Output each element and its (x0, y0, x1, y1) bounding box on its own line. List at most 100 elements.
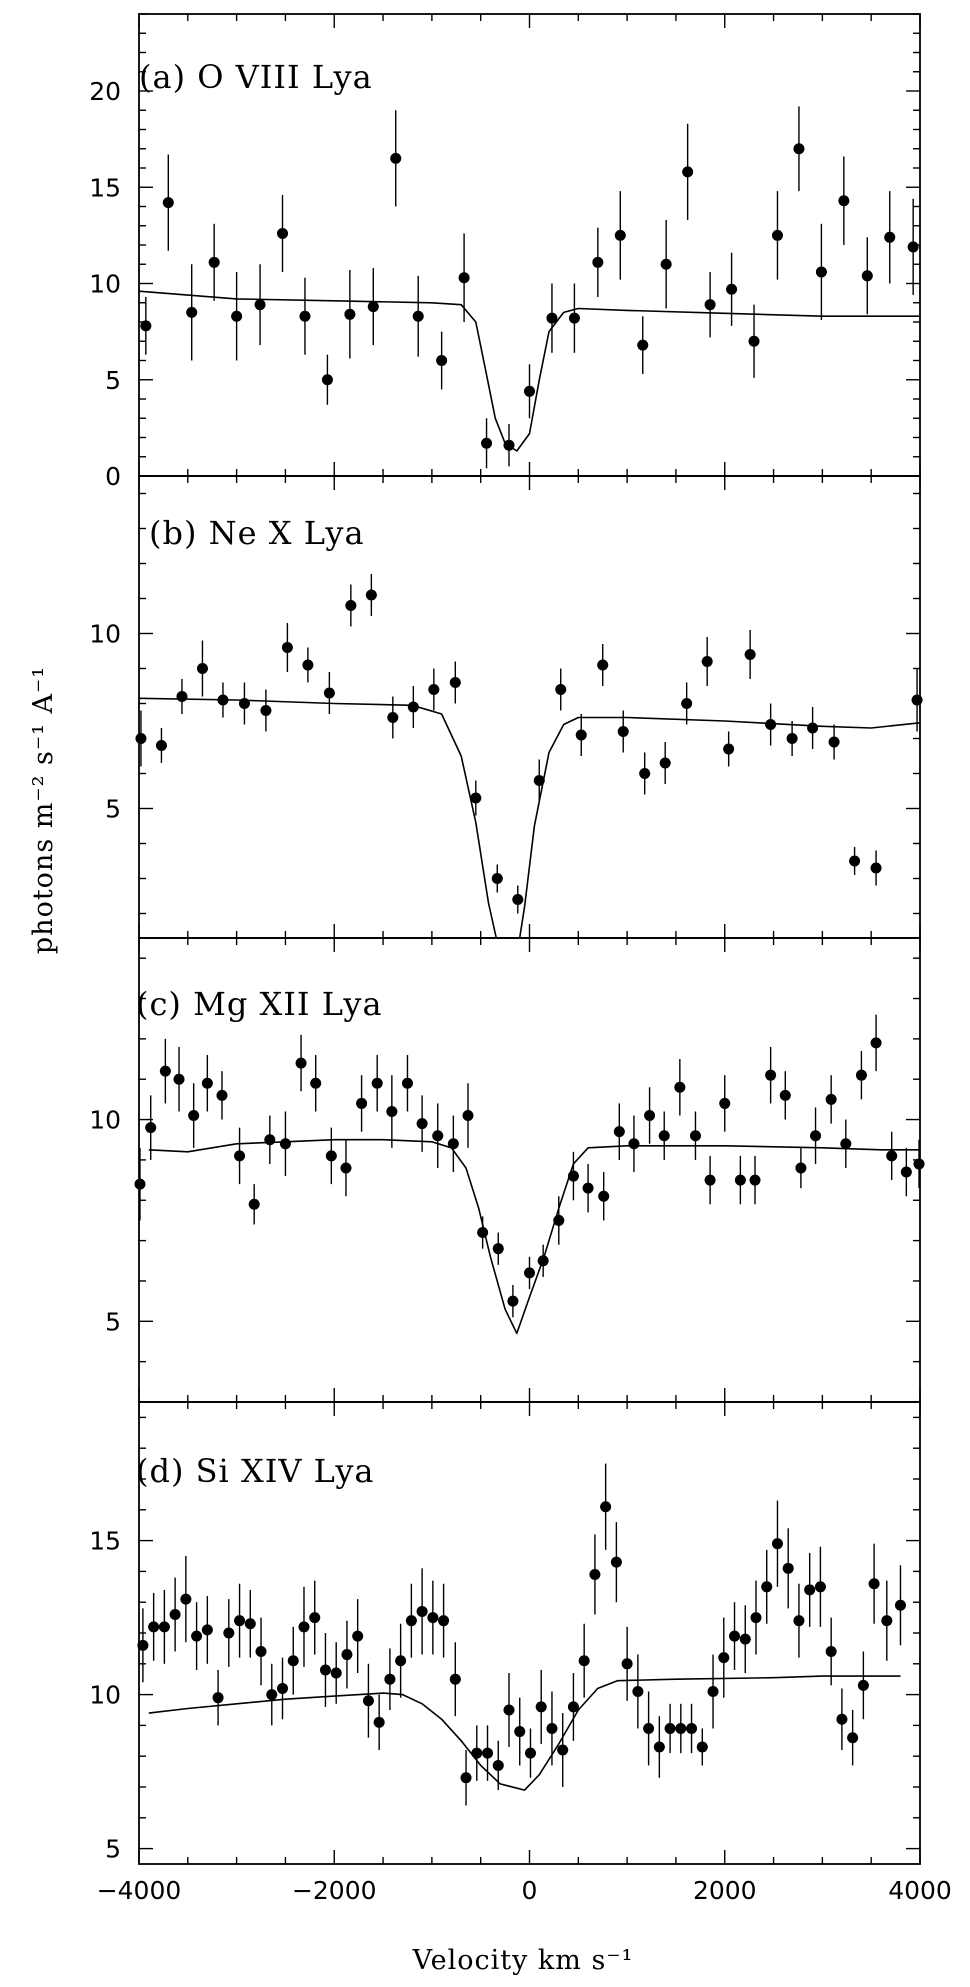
panel-title: (b) Ne X Lya (149, 514, 365, 552)
model-curve (148, 1675, 901, 1791)
data-point (244, 1618, 256, 1630)
data-point (416, 1118, 428, 1130)
data-point (401, 1077, 413, 1089)
data-point (825, 1093, 837, 1105)
data-point (481, 437, 493, 449)
data-point (201, 1077, 213, 1089)
data-point (795, 1162, 807, 1174)
data-point (836, 1713, 848, 1725)
data-point (660, 258, 672, 270)
data-point (765, 719, 777, 730)
data-point (323, 687, 335, 699)
data-point (771, 1538, 783, 1550)
data-point (589, 1568, 601, 1580)
x-tick-label: −2000 (292, 1876, 377, 1905)
data-point (169, 1609, 181, 1621)
data-point (682, 166, 694, 178)
data-point (321, 374, 333, 386)
data-point (814, 1581, 826, 1593)
data-point (568, 312, 580, 324)
y-tick-label: 0 (105, 462, 121, 491)
data-point (436, 355, 448, 366)
data-point (701, 656, 713, 667)
data-point (610, 1556, 622, 1568)
data-point (188, 1110, 200, 1122)
data-point (900, 1166, 912, 1178)
data-point (512, 894, 524, 905)
data-point (704, 1174, 716, 1186)
data-point (681, 698, 693, 709)
data-point (340, 1162, 352, 1174)
x-axis-label: Velocity km s⁻¹ (412, 1945, 634, 1976)
data-point (135, 733, 147, 744)
data-point (524, 1267, 535, 1279)
data-point (628, 1138, 640, 1150)
panel-1: 0 5 10 15 20 (a) O VIII Lya (89, 13, 921, 491)
data-point (739, 1633, 751, 1645)
data-point (341, 1649, 353, 1661)
data-point (578, 1655, 590, 1667)
data-point (557, 1744, 569, 1756)
data-point (748, 335, 760, 347)
data-point (371, 1077, 383, 1089)
data-point (470, 792, 482, 804)
data-point (482, 1747, 494, 1759)
data-point (507, 1295, 519, 1307)
data-point (592, 256, 604, 268)
data-point (432, 1130, 444, 1142)
data-point (248, 1198, 260, 1210)
data-point (449, 677, 461, 688)
data-point (658, 1130, 670, 1142)
data-point (750, 1612, 762, 1624)
data-point (447, 1138, 459, 1150)
data-point (653, 1741, 665, 1753)
data-point (535, 1701, 547, 1713)
data-point (807, 722, 819, 734)
y-tick-label: 10 (89, 620, 121, 649)
data-point (234, 1615, 246, 1627)
data-point (344, 308, 356, 320)
data-point (749, 1174, 761, 1186)
data-point (857, 1679, 869, 1691)
data-point (793, 143, 805, 155)
data-point (491, 873, 503, 884)
data-point (212, 1692, 224, 1704)
data-point (295, 1057, 307, 1069)
y-tick-label: 15 (89, 173, 121, 202)
data-point (492, 1243, 504, 1255)
panel-4: 5 10 15 −4000 −2000 0 2000 4000 (d) Si XIV Lya (89, 1401, 952, 1905)
data-point (255, 1645, 267, 1657)
data-point (913, 1158, 925, 1170)
data-point (503, 1704, 515, 1716)
data-point (555, 684, 567, 695)
data-point (664, 1722, 676, 1734)
data-point (254, 299, 266, 311)
data-point (793, 1615, 805, 1627)
data-point (597, 659, 609, 671)
data-point (582, 1182, 594, 1194)
data-point (718, 1652, 730, 1664)
data-point (617, 726, 629, 737)
data-point (427, 1612, 439, 1624)
data-point (180, 1593, 192, 1605)
y-tick-label: 10 (89, 1106, 121, 1135)
data-point (173, 1073, 185, 1085)
y-tick-label: 10 (89, 270, 121, 299)
data-point (390, 152, 402, 164)
data-point (707, 1686, 719, 1698)
data-point (416, 1605, 428, 1617)
data-point (279, 1138, 291, 1150)
y-tick-label: 5 (105, 795, 121, 824)
data-point (639, 768, 651, 779)
data-point (325, 1150, 337, 1162)
x-tick-label: 2000 (693, 1876, 757, 1905)
data-point (815, 266, 827, 278)
data-point (428, 684, 440, 695)
data-point (838, 195, 850, 207)
data-point (761, 1581, 773, 1593)
data-point (855, 1069, 867, 1081)
data-point (298, 1621, 310, 1633)
data-point (238, 698, 250, 709)
data-point (704, 299, 716, 311)
